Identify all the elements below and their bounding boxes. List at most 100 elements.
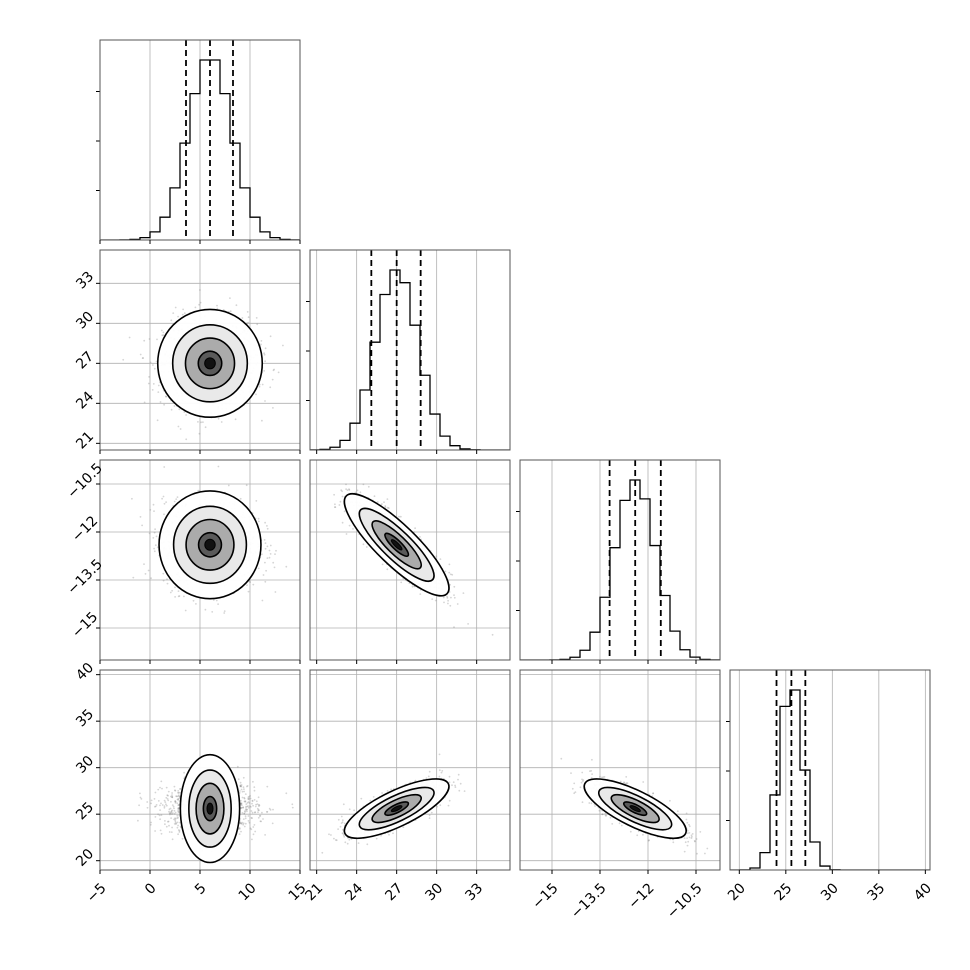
scatter-point <box>165 501 168 503</box>
contour-level-4 <box>204 357 216 370</box>
scatter-point <box>168 810 170 813</box>
scatter-point <box>170 812 173 814</box>
scatter-point <box>251 799 254 802</box>
scatter-point <box>200 421 203 424</box>
y-tick-label: 27 <box>73 349 97 373</box>
scatter-point <box>179 791 181 794</box>
scatter-point <box>171 813 173 815</box>
scatter-point <box>269 386 272 389</box>
scatter-point <box>173 813 176 815</box>
panel-frame <box>309 459 511 661</box>
scatter-point <box>346 489 349 492</box>
scatter-point <box>159 809 162 811</box>
scatter-point <box>177 790 180 792</box>
histogram-1 <box>310 269 510 450</box>
scatter-point <box>272 369 275 372</box>
scatter-point <box>263 353 266 356</box>
scatter-point <box>161 497 164 500</box>
scatter-point <box>195 603 197 605</box>
scatter-point <box>257 520 260 523</box>
scatter-point <box>157 384 160 387</box>
scatter-point <box>173 500 176 503</box>
scatter-point <box>334 506 337 508</box>
scatter-point <box>386 568 389 571</box>
scatter-point <box>254 805 257 808</box>
scatter-point <box>246 808 249 811</box>
scatter-point <box>152 383 155 385</box>
scatter-point <box>257 796 260 799</box>
scatter-point <box>151 389 154 391</box>
scatter-point <box>217 603 220 605</box>
scatter-point <box>162 579 165 582</box>
scatter-point <box>165 796 168 799</box>
scatter-point <box>196 453 198 455</box>
scatter-point <box>263 352 265 355</box>
scatter-point <box>229 297 231 299</box>
scatter-point <box>178 831 181 833</box>
scatter-point <box>165 395 168 398</box>
scatter-point <box>172 805 175 808</box>
scatter-point <box>185 414 188 416</box>
scatter-point <box>177 808 180 810</box>
scatter-point <box>435 555 438 558</box>
scatter-point <box>143 401 146 404</box>
scatter-point <box>244 800 247 803</box>
scatter-point <box>247 316 250 319</box>
scatter-point <box>338 504 341 506</box>
scatter-point <box>183 595 185 598</box>
scatter-point <box>162 334 165 337</box>
scatter-point <box>256 803 259 805</box>
scatter-point <box>216 307 219 310</box>
scatter-point <box>248 580 251 583</box>
scatter-point <box>156 419 159 422</box>
scatter-point <box>169 813 171 816</box>
scatter-point <box>263 370 266 372</box>
scatter-point <box>269 335 272 338</box>
scatter-point <box>178 829 181 832</box>
scatter-point <box>263 539 266 541</box>
scatter-point <box>467 623 469 625</box>
scatter-point <box>383 501 385 504</box>
contour-level-4 <box>204 538 216 551</box>
scatter-point <box>242 822 245 825</box>
scatter-point <box>257 517 260 520</box>
scatter-point <box>149 509 152 511</box>
scatter-point <box>365 546 368 548</box>
scatter-point <box>141 524 144 527</box>
scatter-point <box>462 592 465 594</box>
scatter-point <box>386 498 389 500</box>
scatter-point <box>239 799 242 802</box>
scatter-point <box>266 545 269 548</box>
scatter-point <box>348 524 351 527</box>
scatter-point <box>173 405 176 407</box>
scatter-point <box>184 609 187 612</box>
scatter-point <box>240 822 243 825</box>
scatter-point <box>341 495 344 498</box>
scatter-point <box>244 800 247 803</box>
scatter-point <box>381 503 383 505</box>
scatter-point <box>216 304 218 307</box>
scatter-point <box>247 797 250 800</box>
scatter-point <box>153 367 156 370</box>
scatter-point <box>334 506 336 508</box>
scatter-point <box>240 785 243 788</box>
y-tick-label: 30 <box>73 309 97 333</box>
scatter-point <box>148 376 151 378</box>
scatter-point <box>273 368 275 371</box>
scatter-point <box>155 535 158 538</box>
scatter-point <box>161 787 163 790</box>
scatter-point <box>183 312 186 314</box>
scatter-point <box>170 319 173 322</box>
scatter-point <box>157 800 160 802</box>
scatter-point <box>143 339 146 342</box>
scatter-point <box>152 364 154 366</box>
scatter-point <box>246 584 248 586</box>
scatter-point <box>243 790 246 793</box>
scatter-point <box>266 557 269 559</box>
scatter-point <box>341 490 343 493</box>
scatter-point <box>199 301 202 304</box>
scatter-point <box>246 311 249 313</box>
scatter-point <box>176 802 179 805</box>
scatter-point <box>165 825 168 828</box>
scatter-point <box>449 583 451 586</box>
